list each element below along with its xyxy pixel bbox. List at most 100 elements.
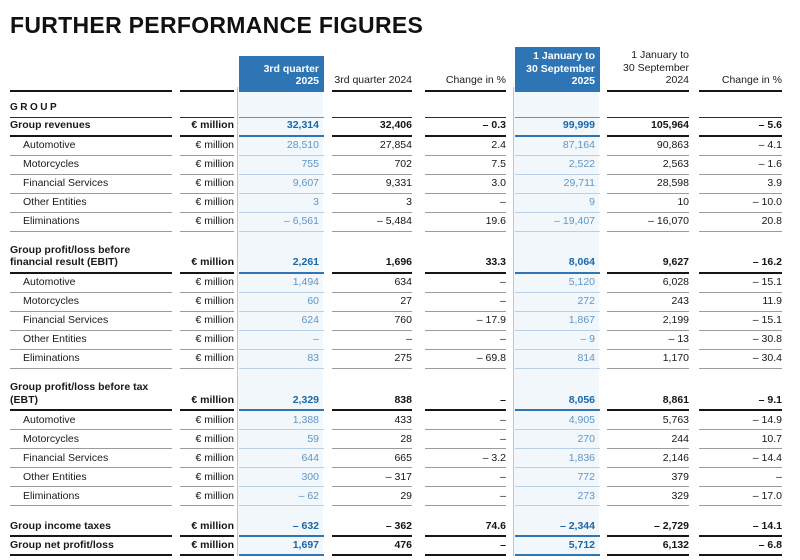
row-unit: € million xyxy=(180,118,234,137)
value-change-quarter: 33.3 xyxy=(425,255,506,274)
value-9m-2024: 6,028 xyxy=(607,274,689,293)
value-q3-2025: 624 xyxy=(239,312,324,331)
row-label: Other Entities xyxy=(10,331,172,350)
header-change-ninemonths: Change in % xyxy=(699,52,782,92)
row-label: Automotive xyxy=(10,274,172,293)
value-change-ninemonths: – 15.1 xyxy=(699,312,782,331)
value-9m-2024: 1,170 xyxy=(607,350,689,369)
value-9m-2025: 2,522 xyxy=(515,156,600,175)
table-row: Eliminations € million – 6,561 – 5,484 1… xyxy=(10,213,788,232)
value-9m-2025: 814 xyxy=(515,350,600,369)
value-9m-2025: 4,905 xyxy=(515,411,600,431)
row-label: Financial Services xyxy=(10,175,172,194)
value-change-ninemonths: – 14.1 xyxy=(699,518,782,538)
row-label: Financial Services xyxy=(10,312,172,331)
value-change-quarter: – xyxy=(425,274,506,293)
header-q3-2025: 3rd quarter 2025 xyxy=(239,55,324,92)
highlight-column-9m-2025 xyxy=(513,87,599,557)
value-9m-2024: 9,627 xyxy=(607,255,689,274)
value-change-ninemonths: – 17.0 xyxy=(699,487,782,507)
row-label: Automotive xyxy=(10,137,172,156)
value-change-ninemonths: – 14.4 xyxy=(699,449,782,469)
value-9m-2024: 379 xyxy=(607,468,689,488)
table-row: Automotive € million 28,510 27,854 2.4 8… xyxy=(10,137,788,156)
value-change-ninemonths: 10.7 xyxy=(699,430,782,450)
row-unit: € million xyxy=(180,213,234,232)
row-unit: € million xyxy=(180,137,234,156)
highlight-column-q3-2025 xyxy=(237,87,323,557)
value-change-quarter: – 17.9 xyxy=(425,312,506,331)
value-9m-2024: 90,863 xyxy=(607,137,689,156)
value-9m-2025: – 9 xyxy=(515,331,600,350)
group-spacer xyxy=(515,92,600,118)
table-row: Motorcycles € million 755 702 7.5 2,522 … xyxy=(10,156,788,175)
row-label: Other Entities xyxy=(10,468,172,488)
group-unit-spacer xyxy=(180,92,234,118)
value-change-ninemonths: 3.9 xyxy=(699,175,782,194)
row-label: Group income taxes xyxy=(10,518,172,538)
row-unit: € million xyxy=(180,537,234,557)
value-q3-2025: – xyxy=(239,331,324,350)
row-label: Eliminations xyxy=(10,213,172,232)
row-unit: € million xyxy=(180,194,234,213)
value-q3-2024: 838 xyxy=(332,392,412,412)
row-unit: € million xyxy=(180,411,234,431)
row-unit: € million xyxy=(180,312,234,331)
value-9m-2025: 29,711 xyxy=(515,175,600,194)
value-9m-2025: 270 xyxy=(515,430,600,450)
value-9m-2024: 329 xyxy=(607,487,689,507)
table-section: Group revenues € million 32,314 32,406 –… xyxy=(10,118,788,232)
row-label: Group profit/loss before financial resul… xyxy=(10,244,172,274)
row-label: Group profit/loss before tax (EBT) xyxy=(10,381,172,412)
header-9m-2024: 1 January to 30 September 2024 xyxy=(607,49,689,92)
row-label: Group revenues xyxy=(10,118,172,137)
value-q3-2025: 59 xyxy=(239,430,324,450)
row-unit: € million xyxy=(180,156,234,175)
row-unit: € million xyxy=(180,518,234,538)
value-change-ninemonths: – 30.8 xyxy=(699,331,782,350)
value-9m-2025: 772 xyxy=(515,468,600,488)
table-row: Financial Services € million 624 760 – 1… xyxy=(10,312,788,331)
value-9m-2025: 1,836 xyxy=(515,449,600,469)
value-q3-2024: 27,854 xyxy=(332,137,412,156)
row-label: Motorcycles xyxy=(10,430,172,450)
value-9m-2024: 2,563 xyxy=(607,156,689,175)
row-unit: € million xyxy=(180,274,234,293)
table-row: Group profit/loss before financial resul… xyxy=(10,244,788,274)
row-unit: € million xyxy=(180,468,234,488)
value-q3-2024: – 362 xyxy=(332,518,412,538)
value-q3-2024: 634 xyxy=(332,274,412,293)
value-change-quarter: 2.4 xyxy=(425,137,506,156)
row-unit: € million xyxy=(180,350,234,369)
value-q3-2025: 1,388 xyxy=(239,411,324,431)
table-section: Group profit/loss before tax (EBT) € mil… xyxy=(10,381,788,507)
value-9m-2025: – 2,344 xyxy=(515,518,600,538)
value-change-quarter: – xyxy=(425,293,506,312)
value-9m-2024: – 13 xyxy=(607,331,689,350)
value-q3-2025: 644 xyxy=(239,449,324,469)
value-q3-2024: 760 xyxy=(332,312,412,331)
value-9m-2025: 9 xyxy=(515,194,600,213)
value-9m-2024: 2,199 xyxy=(607,312,689,331)
header-label-spacer xyxy=(10,52,172,92)
value-q3-2025: – 6,561 xyxy=(239,213,324,232)
table-body: Group revenues € million 32,314 32,406 –… xyxy=(10,118,788,557)
value-9m-2024: 10 xyxy=(607,194,689,213)
value-change-quarter: – xyxy=(425,430,506,450)
value-change-quarter: – xyxy=(425,537,506,557)
value-q3-2024: 665 xyxy=(332,449,412,469)
value-change-ninemonths: – 4.1 xyxy=(699,137,782,156)
row-unit: € million xyxy=(180,430,234,450)
value-9m-2025: 272 xyxy=(515,293,600,312)
row-unit: € million xyxy=(180,392,234,412)
table-row: Motorcycles € million 59 28 – 270 244 10… xyxy=(10,430,788,450)
table-row: Other Entities € million – – – – 9 – 13 … xyxy=(10,331,788,350)
value-change-ninemonths: – xyxy=(699,468,782,488)
row-label: Eliminations xyxy=(10,487,172,507)
row-label: Motorcycles xyxy=(10,156,172,175)
value-change-quarter: 19.6 xyxy=(425,213,506,232)
table-row: Eliminations € million 83 275 – 69.8 814… xyxy=(10,350,788,369)
row-unit: € million xyxy=(180,255,234,274)
row-label: Eliminations xyxy=(10,350,172,369)
